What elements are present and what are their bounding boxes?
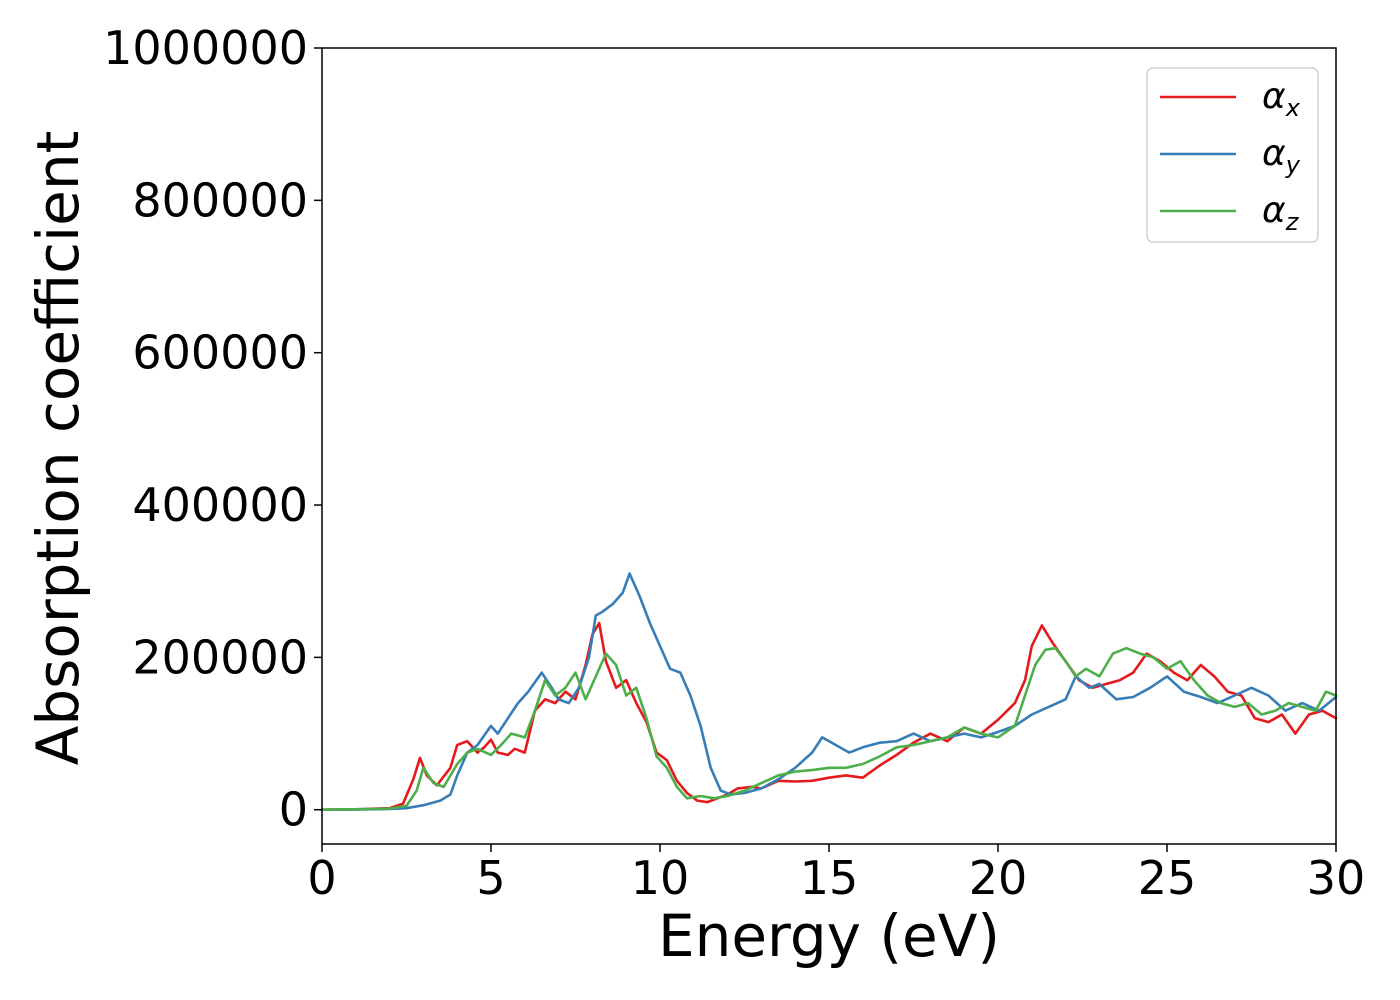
legend-items: αx αy αz <box>1160 76 1301 236</box>
legend: αx αy αz <box>1146 67 1319 243</box>
y-tick-label: 200000 <box>132 630 308 684</box>
x-axis-title: Energy (eV) <box>658 902 1000 970</box>
x-tick-label: 0 <box>307 851 336 905</box>
y-tick-label: 1000000 <box>103 21 308 75</box>
y-tick-label: 600000 <box>132 326 308 380</box>
x-tick-label: 10 <box>631 851 690 905</box>
y-axis-title: Absorption coefficient <box>24 131 92 766</box>
x-tick-label: 30 <box>1307 851 1366 905</box>
x-tick-label: 25 <box>1138 851 1197 905</box>
legend-label-y: αy <box>1262 133 1301 179</box>
y-axis: 0 200000 400000 600000 800000 1000000 <box>103 21 322 837</box>
x-tick-label: 20 <box>969 851 1028 905</box>
legend-label-z: αz <box>1262 190 1300 236</box>
x-tick-label: 5 <box>476 851 505 905</box>
y-tick-label: 400000 <box>132 478 308 532</box>
series-line-z <box>320 646 1338 811</box>
y-tick-label: 800000 <box>132 173 308 227</box>
x-tick-label: 15 <box>800 851 859 905</box>
y-tick-label: 0 <box>279 783 308 837</box>
series-line-y <box>320 572 1338 811</box>
legend-label-x: αx <box>1262 76 1301 122</box>
x-axis: 0 5 10 15 20 25 30 <box>307 844 1365 905</box>
series-layer <box>320 572 1338 811</box>
